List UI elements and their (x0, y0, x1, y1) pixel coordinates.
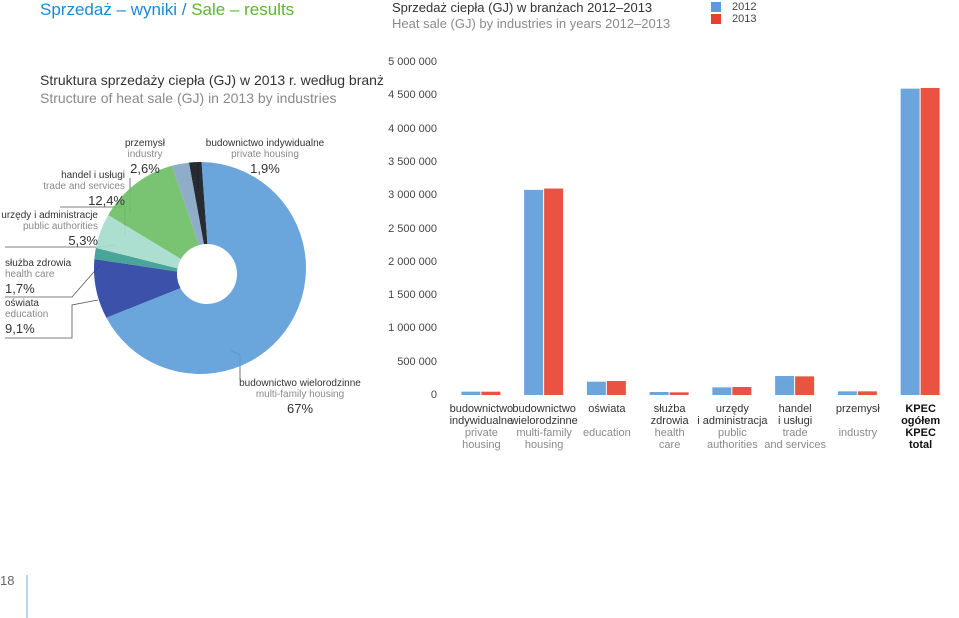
slice-value: 9,1% (5, 321, 35, 336)
x-tick-label: służba zdrowia (650, 403, 689, 427)
y-tick-label: 500 000 (397, 355, 437, 368)
bar (524, 189, 544, 395)
x-tick-label-en: trade and services (764, 427, 826, 451)
slice-label: służba zdrowia (5, 258, 72, 269)
bar (606, 381, 626, 395)
slice-value: 67% (286, 401, 314, 416)
x-tick-label-en: health care (654, 427, 685, 451)
slice-label-en: trade and services (43, 181, 125, 192)
leader-line (5, 299, 99, 339)
y-tick-label: 1 500 000 (388, 289, 437, 302)
slice-label: budownictwo wielorodzinne (239, 378, 361, 389)
bar (712, 387, 732, 395)
slice-label: urzędy i administracje (1, 210, 98, 221)
slice-label: handel i usługi (61, 170, 125, 181)
x-tick-label-en: KPEC total (905, 427, 936, 451)
slice-value: 12,4% (88, 193, 125, 208)
page-number: 18 (0, 573, 15, 588)
pie-slice (108, 165, 200, 259)
bar-subtitle: Heat sale (GJ) by industries in years 20… (392, 16, 671, 31)
x-tick-label-en: education (583, 427, 631, 439)
pie-subtitle: Structure of heat sale (GJ) in 2013 by i… (40, 90, 337, 106)
y-tick-label: 2 500 000 (388, 222, 437, 235)
bar (732, 387, 752, 395)
y-tick-label: 3 000 000 (388, 189, 437, 202)
slice-label-en: health care (5, 269, 55, 280)
x-tick-label: przemysł (835, 403, 880, 415)
slice-value: 1,9% (250, 161, 280, 176)
slice-value: 2,6% (130, 161, 160, 176)
slice-value: 1,7% (5, 281, 35, 296)
bar (649, 392, 669, 395)
bar (857, 391, 877, 395)
x-tick-label: urzędy i administracja (697, 403, 768, 427)
bar (920, 87, 940, 395)
x-tick-label-en: public authorities (706, 427, 758, 451)
pie-slice (94, 259, 181, 318)
slice-value: 5,3% (68, 233, 98, 248)
slice-label-en: public authorities (22, 221, 98, 232)
slice-label: budownictwo indywidualne (205, 138, 325, 149)
bar (837, 391, 857, 395)
legend-label: 2012 (732, 1, 757, 13)
pie-slice (171, 162, 204, 246)
y-tick-label: 0 (430, 389, 437, 401)
bar (586, 381, 606, 395)
pie-slice (106, 162, 306, 375)
slice-label-en: private housing (231, 149, 299, 160)
slice-label-en: industry (127, 149, 163, 160)
x-tick-label: oświata (588, 403, 626, 415)
bar (795, 376, 815, 395)
legend-swatch (711, 2, 721, 12)
y-tick-label: 5 000 000 (388, 56, 437, 68)
x-tick-label: budownictwo indywidualne (449, 403, 514, 427)
title-pl: Sprzedaż – wyniki / (40, 0, 192, 19)
leader-line (5, 264, 101, 298)
x-tick-label-en: industry (838, 427, 878, 439)
pie-title: Struktura sprzedaży ciepła (GJ) w 2013 r… (40, 72, 384, 88)
bar (544, 188, 564, 395)
bar (900, 88, 920, 395)
bar-title: Sprzedaż ciepła (GJ) w branżach 2012–201… (392, 0, 653, 15)
y-tick-label: 3 500 000 (388, 155, 437, 168)
bar (669, 392, 689, 395)
pie-slice (94, 247, 178, 272)
y-tick-label: 1 000 000 (388, 322, 437, 335)
x-tick-label-en: private housing (462, 427, 501, 451)
x-tick-label: handel i usługi (778, 403, 813, 427)
x-tick-label: budownictwo wielorodzinne (510, 403, 578, 427)
legend-swatch (711, 14, 721, 24)
legend-label: 2013 (732, 13, 757, 25)
pie-slice (188, 162, 208, 245)
pie-slice (95, 215, 182, 269)
title-en: Sale – results (191, 0, 295, 19)
bar (461, 391, 481, 395)
page-title: Sprzedaż – wyniki / Sale – results (40, 0, 294, 20)
slice-label-en: education (5, 309, 49, 320)
y-tick-label: 2 000 000 (388, 255, 437, 268)
x-tick-label-en: multi-family housing (516, 427, 572, 451)
slice-label-en: multi-family housing (255, 389, 345, 400)
y-tick-label: 4 500 000 (388, 89, 437, 102)
bar (481, 391, 501, 395)
bar (775, 376, 795, 395)
slice-label: oświata (5, 298, 39, 309)
slice-label: przemysł (124, 138, 165, 149)
x-tick-label: KPEC ogółem (901, 403, 941, 427)
y-tick-label: 4 000 000 (388, 122, 437, 135)
